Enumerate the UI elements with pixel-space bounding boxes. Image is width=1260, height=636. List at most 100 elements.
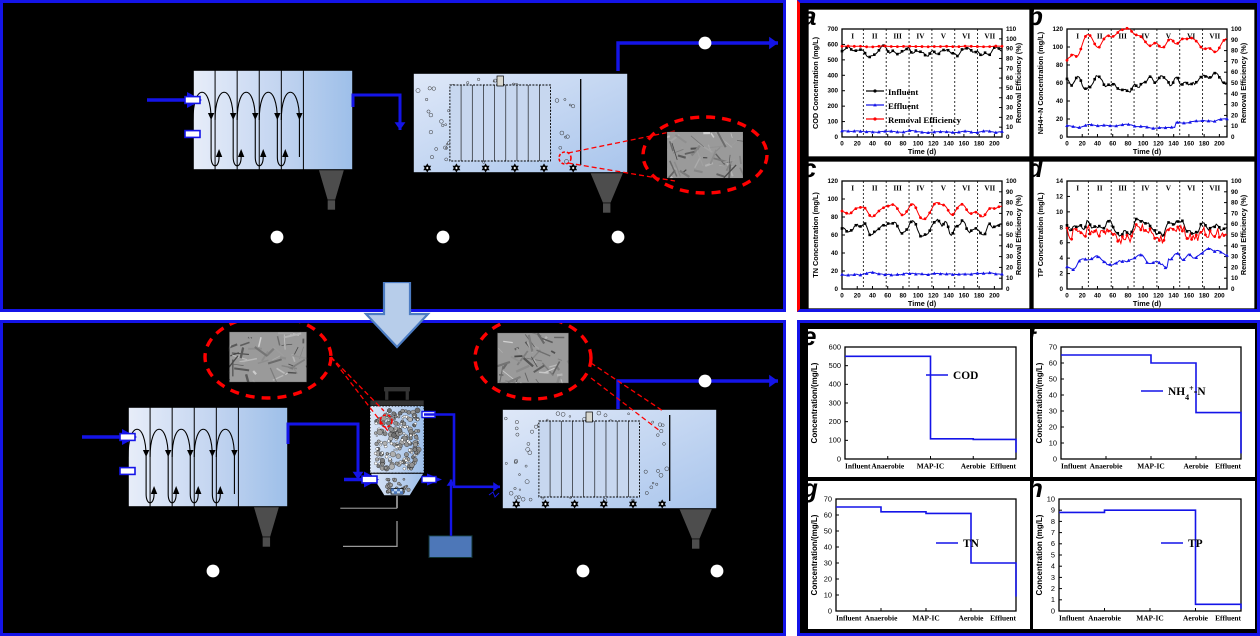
svg-text:10: 10 bbox=[1231, 275, 1239, 282]
svg-text:10: 10 bbox=[1006, 124, 1014, 131]
svg-text:120: 120 bbox=[1052, 26, 1063, 33]
svg-text:160: 160 bbox=[1184, 140, 1195, 147]
svg-text:Time (d): Time (d) bbox=[1133, 299, 1162, 308]
svg-text:20: 20 bbox=[1049, 422, 1057, 431]
svg-text:10: 10 bbox=[1049, 438, 1057, 447]
svg-text:Effluent: Effluent bbox=[1215, 461, 1241, 470]
svg-text:100: 100 bbox=[827, 119, 838, 126]
svg-text:7: 7 bbox=[1051, 528, 1055, 537]
svg-text:c: c bbox=[808, 161, 817, 183]
svg-text:g: g bbox=[808, 481, 818, 503]
svg-text:40: 40 bbox=[1094, 140, 1102, 147]
svg-text:VI: VI bbox=[962, 183, 970, 192]
svg-text:400: 400 bbox=[829, 380, 841, 389]
svg-text:180: 180 bbox=[1199, 140, 1210, 147]
svg-text:500: 500 bbox=[829, 361, 841, 370]
svg-text:60: 60 bbox=[1109, 292, 1117, 299]
svg-text:500: 500 bbox=[827, 57, 838, 64]
svg-text:100: 100 bbox=[1006, 178, 1017, 185]
svg-text:0: 0 bbox=[1006, 286, 1010, 293]
svg-text:Removal Efficiency (%): Removal Efficiency (%) bbox=[1014, 42, 1023, 123]
svg-text:4: 4 bbox=[1059, 255, 1063, 262]
svg-text:20: 20 bbox=[854, 292, 862, 299]
svg-text:600: 600 bbox=[829, 342, 841, 351]
svg-text:40: 40 bbox=[1231, 91, 1239, 98]
svg-text:700: 700 bbox=[827, 26, 838, 33]
svg-text:50: 50 bbox=[1231, 80, 1239, 87]
svg-text:0: 0 bbox=[1231, 286, 1235, 293]
svg-text:Removal Efficiency: Removal Efficiency bbox=[888, 115, 962, 125]
svg-text:Time (d): Time (d) bbox=[908, 147, 937, 156]
svg-text:MAP-IC: MAP-IC bbox=[1136, 613, 1164, 622]
svg-text:20: 20 bbox=[1079, 292, 1087, 299]
svg-text:Concentration/(mg/L): Concentration/(mg/L) bbox=[810, 362, 819, 443]
svg-text:0: 0 bbox=[1059, 134, 1063, 141]
svg-text:I: I bbox=[851, 183, 854, 192]
svg-text:III: III bbox=[893, 183, 902, 192]
svg-text:MAP-IC: MAP-IC bbox=[1137, 461, 1165, 470]
svg-text:60: 60 bbox=[1006, 75, 1014, 82]
svg-text:VII: VII bbox=[1209, 31, 1220, 40]
svg-text:Effluent: Effluent bbox=[990, 461, 1016, 470]
svg-text:0: 0 bbox=[828, 606, 832, 615]
svg-text:0: 0 bbox=[1006, 134, 1010, 141]
svg-text:80: 80 bbox=[831, 214, 839, 221]
svg-text:II: II bbox=[872, 31, 878, 40]
svg-text:80: 80 bbox=[1006, 200, 1014, 207]
svg-text:5: 5 bbox=[1051, 550, 1055, 559]
svg-text:TP: TP bbox=[1188, 538, 1203, 550]
svg-text:0: 0 bbox=[834, 286, 838, 293]
svg-text:70: 70 bbox=[1231, 58, 1239, 65]
svg-text:0: 0 bbox=[837, 454, 841, 463]
svg-text:Influent: Influent bbox=[836, 613, 862, 622]
svg-text:TN: TN bbox=[963, 538, 980, 550]
svg-text:140: 140 bbox=[943, 140, 954, 147]
svg-text:Concentration/(mg/L): Concentration/(mg/L) bbox=[1035, 362, 1044, 443]
svg-text:100: 100 bbox=[829, 436, 841, 445]
svg-text:30: 30 bbox=[1231, 254, 1239, 261]
svg-text:30: 30 bbox=[1231, 102, 1239, 109]
svg-text:0: 0 bbox=[1051, 606, 1055, 615]
svg-text:I: I bbox=[1076, 31, 1079, 40]
svg-text:80: 80 bbox=[1231, 200, 1239, 207]
svg-text:200: 200 bbox=[829, 417, 841, 426]
svg-text:V: V bbox=[941, 183, 947, 192]
svg-text:200: 200 bbox=[989, 140, 1000, 147]
svg-text:h: h bbox=[1033, 481, 1043, 503]
svg-text:400: 400 bbox=[827, 72, 838, 79]
svg-text:Effluent: Effluent bbox=[990, 613, 1016, 622]
svg-text:90: 90 bbox=[1231, 189, 1239, 196]
svg-text:100: 100 bbox=[1231, 178, 1242, 185]
svg-text:100: 100 bbox=[1052, 44, 1063, 51]
svg-text:70: 70 bbox=[1006, 210, 1014, 217]
svg-text:300: 300 bbox=[829, 398, 841, 407]
svg-text:II: II bbox=[1097, 183, 1103, 192]
svg-text:Anaerobie: Anaerobie bbox=[865, 613, 898, 622]
svg-text:Time (d): Time (d) bbox=[1133, 147, 1162, 156]
svg-text:20: 20 bbox=[831, 268, 839, 275]
svg-text:20: 20 bbox=[1056, 116, 1064, 123]
svg-text:50: 50 bbox=[1049, 374, 1057, 383]
svg-text:MAP-IC: MAP-IC bbox=[917, 461, 945, 470]
svg-text:III: III bbox=[1118, 31, 1127, 40]
svg-text:1: 1 bbox=[1051, 595, 1055, 604]
svg-text:14: 14 bbox=[1056, 178, 1064, 185]
svg-text:80: 80 bbox=[899, 292, 907, 299]
svg-text:IV: IV bbox=[916, 183, 925, 192]
svg-text:e: e bbox=[808, 329, 816, 351]
svg-text:70: 70 bbox=[1231, 210, 1239, 217]
svg-text:0: 0 bbox=[1065, 140, 1069, 147]
svg-text:VI: VI bbox=[1187, 183, 1195, 192]
svg-text:4: 4 bbox=[1051, 562, 1055, 571]
svg-text:70: 70 bbox=[1049, 342, 1057, 351]
svg-text:180: 180 bbox=[974, 140, 985, 147]
svg-text:0: 0 bbox=[1231, 134, 1235, 141]
svg-text:20: 20 bbox=[854, 140, 862, 147]
svg-text:20: 20 bbox=[824, 574, 832, 583]
svg-text:90: 90 bbox=[1006, 46, 1014, 53]
svg-text:80: 80 bbox=[899, 140, 907, 147]
svg-text:I: I bbox=[1076, 183, 1079, 192]
svg-text:Influent: Influent bbox=[1059, 613, 1085, 622]
svg-text:0: 0 bbox=[1059, 286, 1063, 293]
svg-text:Influent: Influent bbox=[1061, 461, 1087, 470]
